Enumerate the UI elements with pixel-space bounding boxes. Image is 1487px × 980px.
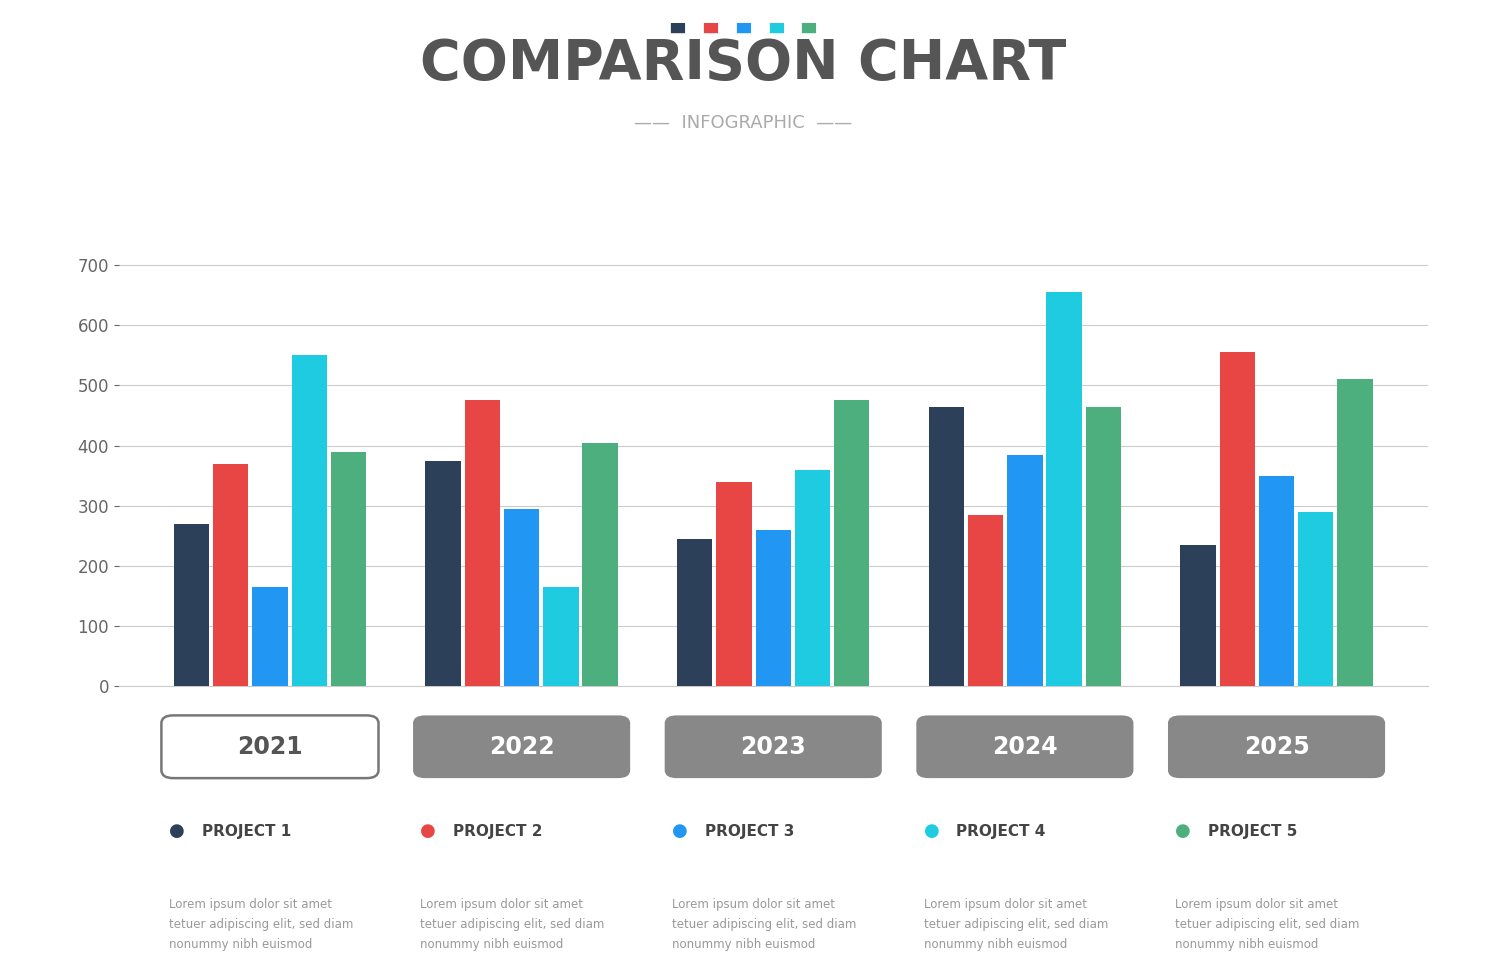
Bar: [291, 356, 327, 686]
Text: PROJECT 4: PROJECT 4: [956, 823, 1045, 839]
Bar: [1047, 292, 1083, 686]
Bar: [425, 461, 461, 686]
Bar: [677, 539, 712, 686]
Text: Lorem ipsum dolor sit amet
tetuer adipiscing elit, sed diam
nonummy nibh euismod: Lorem ipsum dolor sit amet tetuer adipis…: [170, 898, 354, 951]
Text: ██: ██: [736, 23, 751, 32]
Text: ●: ●: [672, 822, 688, 840]
Text: Lorem ipsum dolor sit amet
tetuer adipiscing elit, sed diam
nonummy nibh euismod: Lorem ipsum dolor sit amet tetuer adipis…: [421, 898, 605, 951]
Text: 2021: 2021: [236, 735, 303, 759]
Bar: [1337, 379, 1373, 686]
Text: ██: ██: [769, 23, 784, 32]
Bar: [834, 401, 870, 686]
Bar: [929, 407, 964, 686]
Bar: [1181, 545, 1216, 686]
Text: ●: ●: [421, 822, 436, 840]
Bar: [330, 452, 366, 686]
Text: 2025: 2025: [1243, 735, 1310, 759]
Bar: [796, 469, 830, 686]
Text: ●: ●: [170, 822, 184, 840]
Text: Lorem ipsum dolor sit amet
tetuer adipiscing elit, sed diam
nonummy nibh euismod: Lorem ipsum dolor sit amet tetuer adipis…: [672, 898, 857, 951]
Text: Lorem ipsum dolor sit amet
tetuer adipiscing elit, sed diam
nonummy nibh euismod: Lorem ipsum dolor sit amet tetuer adipis…: [1175, 898, 1359, 951]
Text: ██: ██: [671, 23, 686, 32]
Bar: [1219, 353, 1255, 686]
Text: ●: ●: [1175, 822, 1191, 840]
Bar: [504, 509, 540, 686]
Bar: [1007, 455, 1042, 686]
Bar: [1259, 475, 1294, 686]
Bar: [1298, 512, 1334, 686]
Bar: [213, 464, 248, 686]
Text: PROJECT 3: PROJECT 3: [705, 823, 794, 839]
Text: Lorem ipsum dolor sit amet
tetuer adipiscing elit, sed diam
nonummy nibh euismod: Lorem ipsum dolor sit amet tetuer adipis…: [923, 898, 1108, 951]
Bar: [968, 514, 1004, 686]
Bar: [253, 587, 287, 686]
Bar: [717, 481, 751, 686]
Bar: [1086, 407, 1121, 686]
Text: PROJECT 1: PROJECT 1: [202, 823, 291, 839]
Text: 2023: 2023: [741, 735, 806, 759]
Text: ██: ██: [703, 23, 718, 32]
Bar: [543, 587, 578, 686]
Text: 2022: 2022: [489, 735, 555, 759]
Bar: [174, 523, 210, 686]
Text: PROJECT 5: PROJECT 5: [1207, 823, 1298, 839]
Bar: [583, 443, 617, 686]
Text: ●: ●: [923, 822, 940, 840]
Bar: [755, 530, 791, 686]
Bar: [464, 401, 500, 686]
Text: ██: ██: [801, 23, 816, 32]
Text: COMPARISON CHART: COMPARISON CHART: [421, 36, 1066, 91]
Text: 2024: 2024: [992, 735, 1057, 759]
Text: PROJECT 2: PROJECT 2: [454, 823, 543, 839]
Text: ——  INFOGRAPHIC  ——: —— INFOGRAPHIC ——: [635, 114, 852, 131]
